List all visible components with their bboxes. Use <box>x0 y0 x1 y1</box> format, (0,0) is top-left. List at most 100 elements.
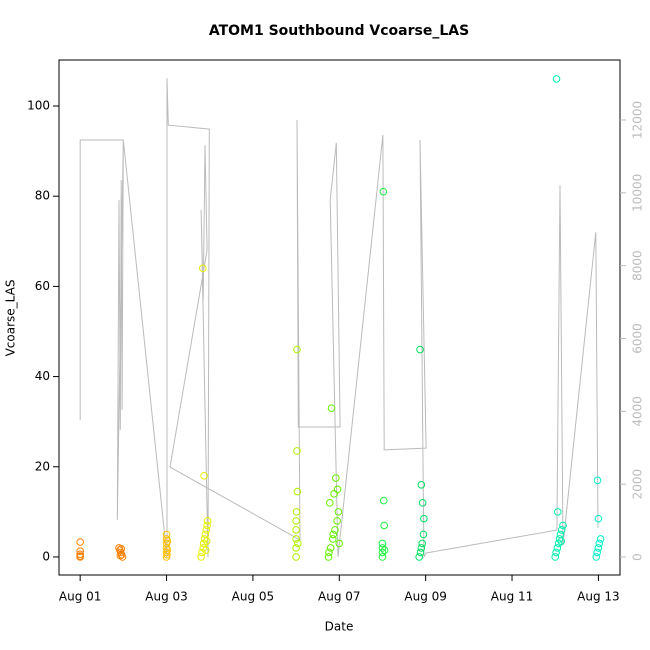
point <box>293 345 301 354</box>
x-tick-label: Aug 13 <box>577 590 620 604</box>
point <box>198 548 206 557</box>
point <box>200 535 209 543</box>
point <box>593 548 601 557</box>
point <box>416 548 425 557</box>
point <box>294 539 302 548</box>
point <box>116 551 125 560</box>
point <box>592 553 601 561</box>
point <box>555 535 564 543</box>
y2-tick-label: 0 <box>631 553 645 561</box>
point <box>197 553 205 561</box>
chart-title: ATOM1 Southbound Vcoarse_LAS <box>209 23 469 39</box>
point <box>327 404 336 412</box>
point <box>76 553 84 561</box>
point <box>76 547 84 555</box>
point <box>557 537 566 545</box>
point <box>419 530 428 539</box>
point <box>378 553 387 561</box>
y-tick-label: 60 <box>35 279 50 293</box>
point <box>596 535 605 543</box>
x-axis-label: Date <box>325 620 354 634</box>
point <box>380 521 388 530</box>
point <box>595 539 604 548</box>
point <box>335 539 344 548</box>
y-tick-label: 40 <box>35 369 50 383</box>
point <box>329 530 338 539</box>
point <box>378 539 387 548</box>
point <box>163 537 172 545</box>
x-tick-label: Aug 07 <box>318 590 361 604</box>
point <box>292 508 301 516</box>
point <box>554 539 563 548</box>
point <box>202 526 211 534</box>
point <box>329 535 337 543</box>
point <box>332 474 340 482</box>
point <box>379 496 388 505</box>
point <box>292 517 300 525</box>
point <box>557 526 566 534</box>
y2-tick-label: 2000 <box>631 469 645 500</box>
point <box>324 553 333 561</box>
point <box>293 447 301 455</box>
y-tick-label: 20 <box>35 459 50 473</box>
point <box>552 548 560 557</box>
x-tick-label: Aug 05 <box>232 590 275 604</box>
x-tick-label: Aug 03 <box>145 590 188 604</box>
y-tick-label: 100 <box>27 98 50 112</box>
point <box>326 544 335 552</box>
point <box>202 537 211 545</box>
point <box>378 544 387 552</box>
point <box>199 264 207 273</box>
point <box>333 485 342 494</box>
point <box>292 544 300 552</box>
point <box>163 546 172 554</box>
y2-tick-label: 6000 <box>631 323 645 354</box>
point <box>293 487 302 496</box>
point <box>594 544 603 552</box>
point <box>325 548 333 557</box>
point <box>554 508 562 516</box>
point <box>331 526 339 534</box>
point <box>163 550 171 559</box>
point <box>292 526 300 534</box>
point <box>118 553 127 561</box>
point <box>203 517 212 525</box>
y2-tick-label: 8000 <box>631 250 645 281</box>
point <box>417 544 426 552</box>
point <box>378 548 387 557</box>
point <box>418 539 427 548</box>
point <box>552 75 561 83</box>
point <box>292 535 300 543</box>
y2-tick-label: 4000 <box>631 396 645 427</box>
x-tick-label: Aug 01 <box>59 590 102 604</box>
y-tick-label: 0 <box>42 549 50 563</box>
point <box>325 499 334 507</box>
x-tick-label: Aug 11 <box>491 590 534 604</box>
point <box>553 544 562 552</box>
point <box>200 471 208 480</box>
y-axis-label: Vcoarse_LAS <box>4 280 18 357</box>
y-tick-label: 80 <box>35 189 50 203</box>
point <box>202 546 210 554</box>
point <box>203 521 211 530</box>
point <box>199 544 208 552</box>
point <box>415 553 423 561</box>
point <box>76 538 84 546</box>
point <box>333 517 341 525</box>
y2-tick-label: 12000 <box>631 101 645 139</box>
point <box>417 481 426 489</box>
y2-tick-label: 10000 <box>631 174 645 212</box>
point <box>551 553 560 561</box>
point <box>418 499 427 507</box>
point <box>416 345 424 354</box>
point <box>420 514 428 523</box>
point <box>594 514 603 523</box>
altitude-line <box>79 78 599 559</box>
point <box>559 521 567 530</box>
point <box>292 553 300 561</box>
point <box>379 187 388 196</box>
point <box>334 508 343 516</box>
point <box>593 476 602 485</box>
point <box>380 546 389 554</box>
